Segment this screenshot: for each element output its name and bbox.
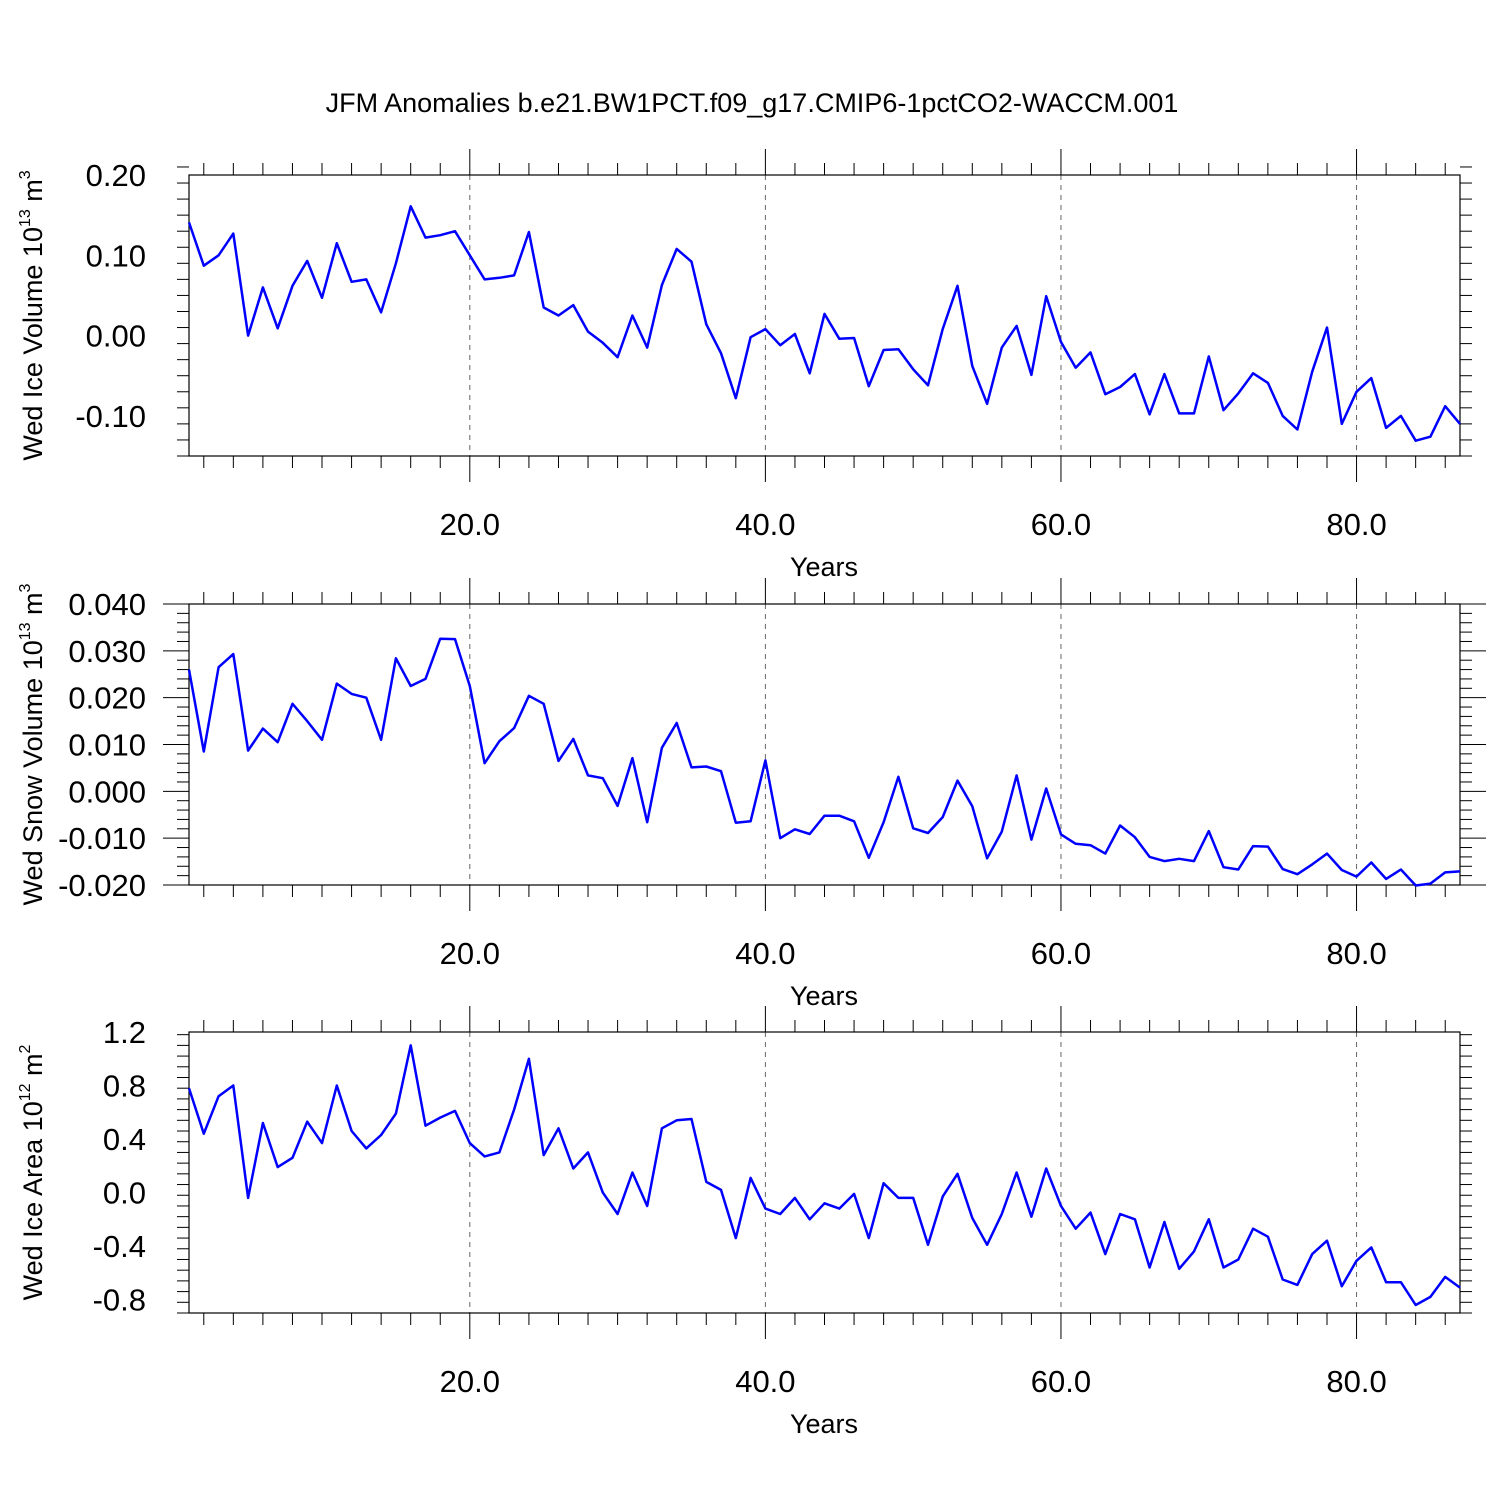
y-label-text: Wed Snow Volume 10 [18,640,48,905]
x-axis-label: Years [790,552,858,582]
y-axis-label: Wed Ice Volume 1013 m3 [17,170,48,460]
y-axis-label: Wed Snow Volume 1013 m3 [17,583,48,905]
x-tick-label: 20.0 [440,936,500,971]
x-tick-label: 60.0 [1031,936,1091,971]
panel-3: 20.0 40.0 60.0 80.0 1.2 0.8 0.4 0.0 -0.4 -0.8 Year… [17,1006,1472,1439]
y-tick-label: -0.8 [93,1283,146,1318]
panel-1: 20.0 40.0 60.0 80.0 0.20 0.10 0.00 -0.10 Years We… [17,149,1472,582]
y-label-unit-exponent: 3 [17,170,34,179]
x-tick-label: 40.0 [735,1364,795,1399]
series-line [187,205,1461,442]
y-tick-label: 0.030 [68,634,146,669]
y-label-exponent: 13 [17,622,34,640]
x-tick-label: 40.0 [735,507,795,542]
y-tick-label: 0.10 [86,238,146,273]
y-tick-label: 1.2 [103,1015,146,1050]
y-label-text: Wed Ice Volume 10 [18,227,48,461]
y-tick-label: -0.010 [58,821,146,856]
plot-frame [188,1031,1461,1314]
y-tick-label: 0.8 [103,1069,146,1104]
y-label-unit: m [18,1053,48,1083]
y-tick-label: -0.020 [58,868,146,903]
series-line [187,1044,1461,1307]
y-tick-label: 0.0 [103,1176,146,1211]
series-line [187,637,1461,887]
x-tick-label: 60.0 [1031,507,1091,542]
y-label-unit: m [18,592,48,622]
panels: 20.0 40.0 60.0 80.00.200.100.00-0.10YearsWe… [17,149,1486,1439]
x-tick-label: 20.0 [440,507,500,542]
y-label-exponent: 12 [17,1083,34,1101]
y-label-unit: m [18,179,48,209]
x-tick-label: 40.0 [735,936,795,971]
x-tick-label: 80.0 [1326,936,1386,971]
panel-2: 20.0 40.0 60.0 80.0 0.040 0.030 0.020 0.010 0.00… [17,578,1486,1011]
y-tick-label: 0.040 [68,587,146,622]
x-axis-label: Years [790,1409,858,1439]
y-tick-label: -0.10 [75,399,146,434]
y-tick-label: -0.4 [93,1229,146,1264]
x-tick-label: 80.0 [1326,1364,1386,1399]
y-axis-label: Wed Ice Area 1012 m2 [17,1044,48,1300]
y-tick-label: 0.20 [86,158,146,193]
y-tick-label: 0.010 [68,728,146,763]
x-tick-label: 20.0 [440,1364,500,1399]
plot-frame [188,603,1461,886]
y-label-unit-exponent: 2 [17,1044,34,1053]
y-tick-label: 0.020 [68,681,146,716]
x-axis-label: Years [790,981,858,1011]
y-tick-label: 0.4 [103,1122,146,1157]
y-tick-label: 0.000 [68,774,146,809]
x-tick-label: 80.0 [1326,507,1386,542]
y-label-unit-exponent: 3 [17,583,34,592]
y-label-exponent: 13 [17,209,34,227]
y-label-text: Wed Ice Area 10 [18,1101,48,1300]
x-tick-label: 60.0 [1031,1364,1091,1399]
y-tick-label: 0.00 [86,319,146,354]
figure-title: JFM Anomalies b.e21.BW1PCT.f09_g17.CMIP6… [326,88,1179,118]
